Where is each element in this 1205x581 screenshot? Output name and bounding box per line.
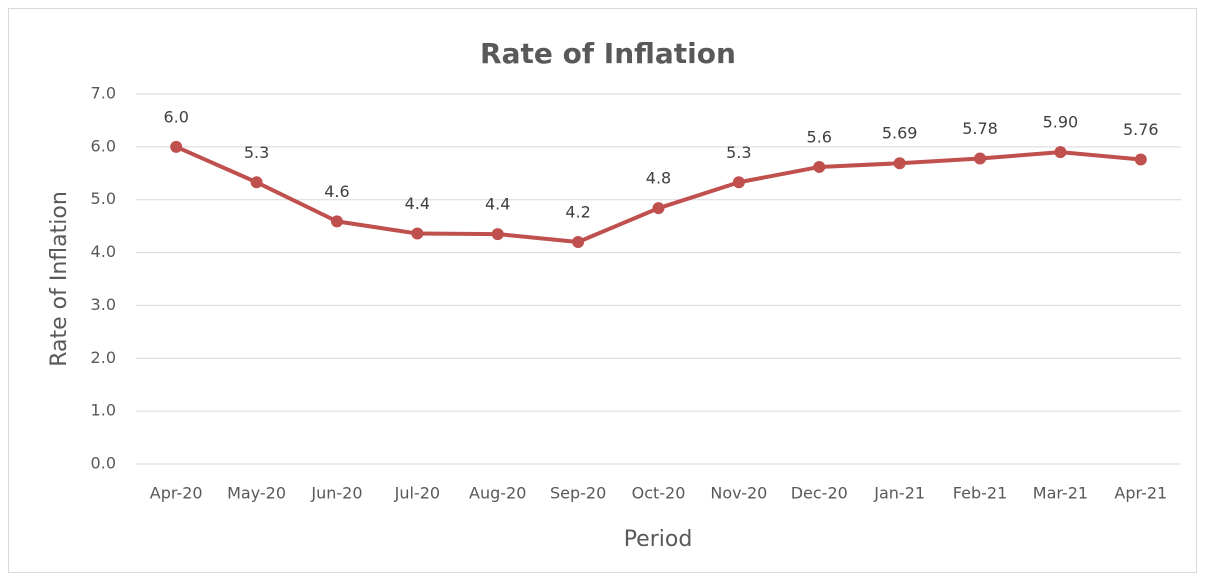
y-axis-label: Rate of Inflation <box>47 191 72 367</box>
data-label: 4.8 <box>646 169 671 188</box>
x-tick-label: Sep-20 <box>550 484 606 503</box>
data-label: 5.76 <box>1123 120 1159 139</box>
data-label: 4.6 <box>324 182 349 201</box>
y-tick-label: 2.0 <box>91 348 116 367</box>
x-tick-label: May-20 <box>227 484 286 503</box>
data-label: 5.69 <box>882 124 918 143</box>
data-label: 5.78 <box>962 119 998 138</box>
y-tick-label: 0.0 <box>91 454 116 473</box>
x-tick-label: Nov-20 <box>710 484 767 503</box>
y-tick-label: 3.0 <box>91 295 116 314</box>
data-point <box>974 152 987 165</box>
data-point <box>170 140 183 153</box>
x-tick-label: Aug-20 <box>469 484 526 503</box>
data-label: 5.6 <box>807 127 832 146</box>
data-point <box>732 176 745 189</box>
data-label: 5.3 <box>726 143 751 162</box>
x-axis-label: Period <box>624 527 693 552</box>
x-tick-label: Feb-21 <box>953 484 1007 503</box>
x-tick-label: Jun-20 <box>310 484 362 503</box>
x-tick-label: Oct-20 <box>632 484 686 503</box>
data-point <box>893 157 906 170</box>
data-point <box>330 215 343 228</box>
data-point <box>652 202 665 215</box>
x-tick-label: Dec-20 <box>791 484 848 503</box>
data-label: 6.0 <box>163 107 188 126</box>
y-tick-label: 1.0 <box>91 401 116 420</box>
data-label: 4.2 <box>565 203 590 222</box>
data-label: 4.4 <box>405 194 430 213</box>
data-point <box>1054 146 1067 159</box>
data-point <box>411 227 424 240</box>
data-label: 5.3 <box>244 143 269 162</box>
data-label: 5.90 <box>1043 113 1079 132</box>
data-point <box>813 160 826 173</box>
y-tick-label: 7.0 <box>91 84 116 103</box>
x-tick-label: Apr-20 <box>150 484 203 503</box>
x-tick-label: Apr-21 <box>1114 484 1167 503</box>
x-tick-label: Jan-21 <box>873 484 925 503</box>
y-tick-label: 5.0 <box>91 189 116 208</box>
chart-title: Rate of Inflation <box>480 37 736 70</box>
data-label: 4.4 <box>485 195 510 214</box>
y-tick-label: 6.0 <box>91 136 116 155</box>
data-point <box>572 236 585 248</box>
x-tick-label: Mar-21 <box>1033 484 1088 503</box>
data-point <box>250 176 263 189</box>
chart-border <box>8 8 1197 573</box>
y-tick-label: 4.0 <box>91 242 116 261</box>
x-tick-label: Jul-20 <box>394 484 440 503</box>
data-point <box>491 228 504 241</box>
data-point <box>1134 153 1147 166</box>
